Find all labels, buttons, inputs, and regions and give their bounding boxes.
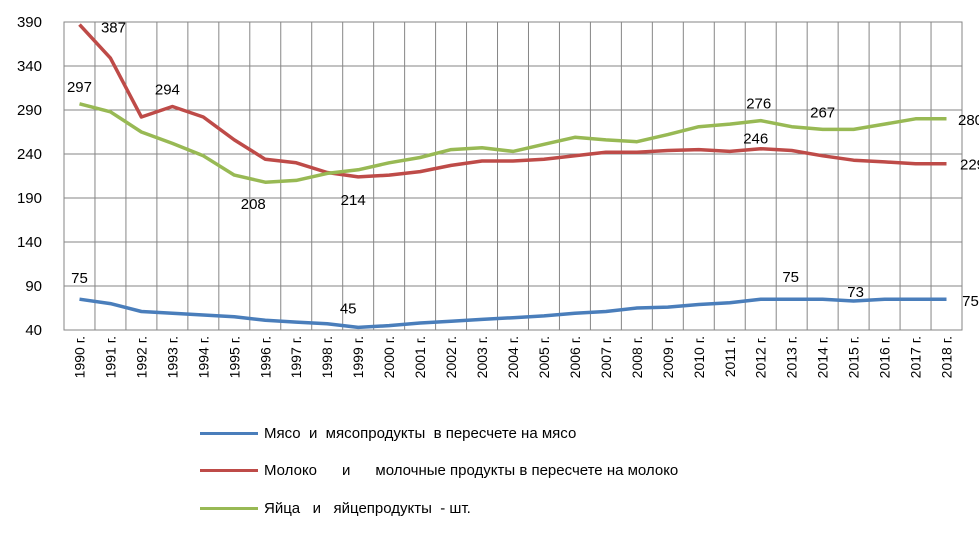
x-tick-label: 1996 г. bbox=[257, 336, 273, 378]
x-tick-label: 1990 г. bbox=[71, 336, 87, 378]
x-tick-label: 2018 г. bbox=[939, 336, 955, 378]
y-tick-label: 240 bbox=[17, 146, 42, 163]
x-tick-label: 2017 г. bbox=[908, 336, 924, 378]
x-tick-label: 2002 г. bbox=[443, 336, 459, 378]
y-tick-label: 390 bbox=[17, 14, 42, 31]
x-tick-label: 2007 г. bbox=[598, 336, 614, 378]
x-tick-label: 2005 г. bbox=[536, 336, 552, 378]
legend-item-milk: Молоко и молочные продукты в пересчете н… bbox=[200, 462, 678, 479]
y-tick-label: 190 bbox=[17, 190, 42, 207]
x-tick-label: 2015 г. bbox=[846, 336, 862, 378]
grid-lines bbox=[63, 21, 963, 331]
plot-frame bbox=[63, 21, 963, 331]
data-labels: 75 45 75 73 75 387 294 214 246 229 297 208 276 267 280 bbox=[67, 20, 979, 318]
legend-item-eggs: Яйца и яйцепродукты - шт. bbox=[200, 500, 471, 517]
data-label: 229 bbox=[960, 157, 979, 174]
legend-label-meat: Мясо и мясопродукты в пересчете на мясо bbox=[264, 425, 577, 442]
data-label: 208 bbox=[241, 196, 266, 213]
x-tick-label: 1999 г. bbox=[350, 336, 366, 378]
x-tick-label: 2009 г. bbox=[660, 336, 676, 378]
x-tick-label: 1994 г. bbox=[195, 336, 211, 378]
x-tick-label: 2006 г. bbox=[567, 336, 583, 378]
x-tick-label: 2016 г. bbox=[877, 336, 893, 378]
y-tick-label: 340 bbox=[17, 58, 42, 75]
legend-label-milk: Молоко и молочные продукты в пересчете н… bbox=[264, 462, 679, 479]
x-tick-label: 2010 г. bbox=[691, 336, 707, 378]
data-label: 267 bbox=[810, 104, 835, 121]
data-label: 294 bbox=[155, 81, 180, 98]
data-label: 280 bbox=[958, 112, 979, 129]
data-label: 246 bbox=[743, 131, 768, 148]
legend-swatch-eggs bbox=[200, 507, 258, 510]
x-tick-label: 2014 г. bbox=[815, 336, 831, 378]
x-tick-label: 1998 г. bbox=[319, 336, 335, 378]
series-lines bbox=[78, 23, 947, 330]
y-tick-label: 90 bbox=[25, 278, 42, 295]
x-tick-label: 2013 г. bbox=[784, 336, 800, 378]
series-line-0 bbox=[79, 297, 947, 330]
data-label: 75 bbox=[962, 293, 979, 310]
y-tick-label: 40 bbox=[25, 322, 42, 339]
x-tick-label: 2008 г. bbox=[629, 336, 645, 378]
x-tick-label: 1997 г. bbox=[288, 336, 304, 378]
data-label: 387 bbox=[101, 20, 126, 37]
x-axis: 1990 г. 1991 г. 1992 г. 1993 г. 1994 г. 1995 … bbox=[71, 336, 954, 378]
data-label: 75 bbox=[71, 270, 88, 287]
x-tick-label: 1995 г. bbox=[226, 336, 242, 378]
legend-item-meat: Мясо и мясопродукты в пересчете на мясо bbox=[200, 425, 576, 442]
data-label: 297 bbox=[67, 79, 92, 96]
legend-swatch-milk bbox=[200, 469, 258, 472]
y-tick-label: 290 bbox=[17, 102, 42, 119]
x-tick-label: 1991 г. bbox=[102, 336, 118, 378]
x-tick-label: 2001 г. bbox=[412, 336, 428, 378]
x-tick-label: 2000 г. bbox=[381, 336, 397, 378]
x-tick-label: 2012 г. bbox=[753, 336, 769, 378]
series-line-1 bbox=[78, 23, 947, 179]
data-label: 75 bbox=[782, 269, 799, 286]
x-tick-label: 2003 г. bbox=[474, 336, 490, 378]
x-tick-label: 1992 г. bbox=[133, 336, 149, 378]
data-label: 73 bbox=[847, 284, 864, 301]
y-axis: 390 340 290 240 190 140 90 40 bbox=[17, 14, 42, 339]
data-label: 45 bbox=[340, 300, 357, 317]
x-tick-label: 2011 г. bbox=[722, 336, 738, 377]
legend-swatch-meat bbox=[200, 432, 258, 435]
y-tick-label: 140 bbox=[17, 234, 42, 251]
legend-label-eggs: Яйца и яйцепродукты - шт. bbox=[264, 500, 471, 517]
x-tick-label: 2004 г. bbox=[505, 336, 521, 378]
data-label: 214 bbox=[341, 192, 366, 209]
series-line-2 bbox=[79, 102, 947, 184]
x-tick-label: 1993 г. bbox=[164, 336, 180, 378]
data-label: 276 bbox=[746, 96, 771, 113]
